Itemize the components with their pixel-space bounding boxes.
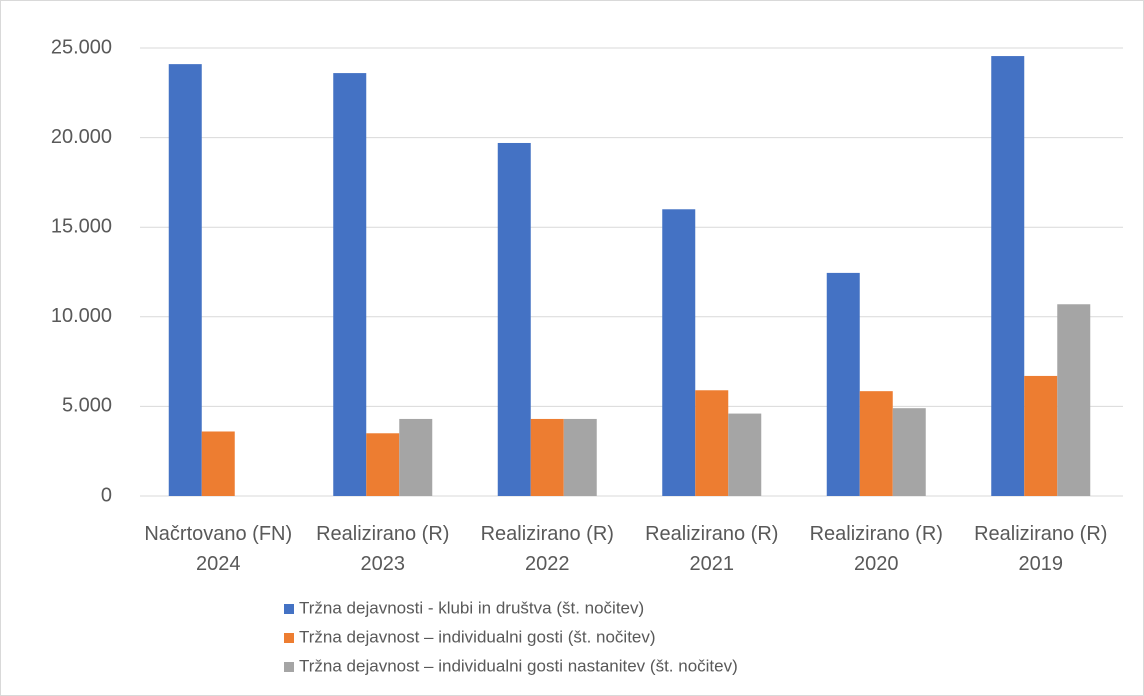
bar — [1057, 304, 1091, 496]
bar — [1024, 375, 1058, 496]
bar — [728, 413, 762, 496]
x-tick-label: Realizirano (R) 2021 — [645, 523, 779, 575]
bar — [399, 418, 433, 496]
y-tick-label: 15.000 — [51, 215, 112, 237]
legend-label: Tržna dejavnost – individualni gosti (št… — [299, 627, 656, 646]
bar — [892, 408, 926, 496]
bar — [859, 391, 893, 496]
legend-label: Tržna dejavnosti - klubi in društva (št.… — [299, 598, 644, 617]
x-tick-label: Realizirano (R) 2023 — [316, 523, 450, 575]
bar — [563, 418, 597, 496]
y-tick-label: 0 — [101, 484, 112, 506]
y-tick-label: 25.000 — [51, 36, 112, 58]
x-tick-label: Načrtovano (FN) 2024 — [144, 523, 293, 575]
x-tick-label: Realizirano (R) 2022 — [480, 523, 614, 575]
legend-swatch — [284, 662, 294, 672]
legend-swatch — [284, 604, 294, 614]
bar — [991, 56, 1025, 497]
bar — [695, 390, 729, 496]
legend-label: Tržna dejavnost – individualni gosti nas… — [299, 656, 738, 675]
bar — [366, 433, 400, 496]
bar — [662, 209, 696, 496]
bar — [333, 73, 367, 496]
y-tick-label: 20.000 — [51, 126, 112, 148]
x-tick-label: Realizirano (R) 2019 — [974, 523, 1108, 575]
y-tick-label: 5.000 — [62, 395, 112, 417]
x-tick-label: Realizirano (R) 2020 — [809, 523, 943, 575]
bar — [826, 272, 860, 496]
bar — [530, 418, 564, 496]
bar — [168, 64, 202, 497]
bar — [201, 431, 235, 496]
y-tick-label: 10.000 — [51, 305, 112, 327]
bar — [497, 142, 531, 496]
legend-swatch — [284, 633, 294, 643]
